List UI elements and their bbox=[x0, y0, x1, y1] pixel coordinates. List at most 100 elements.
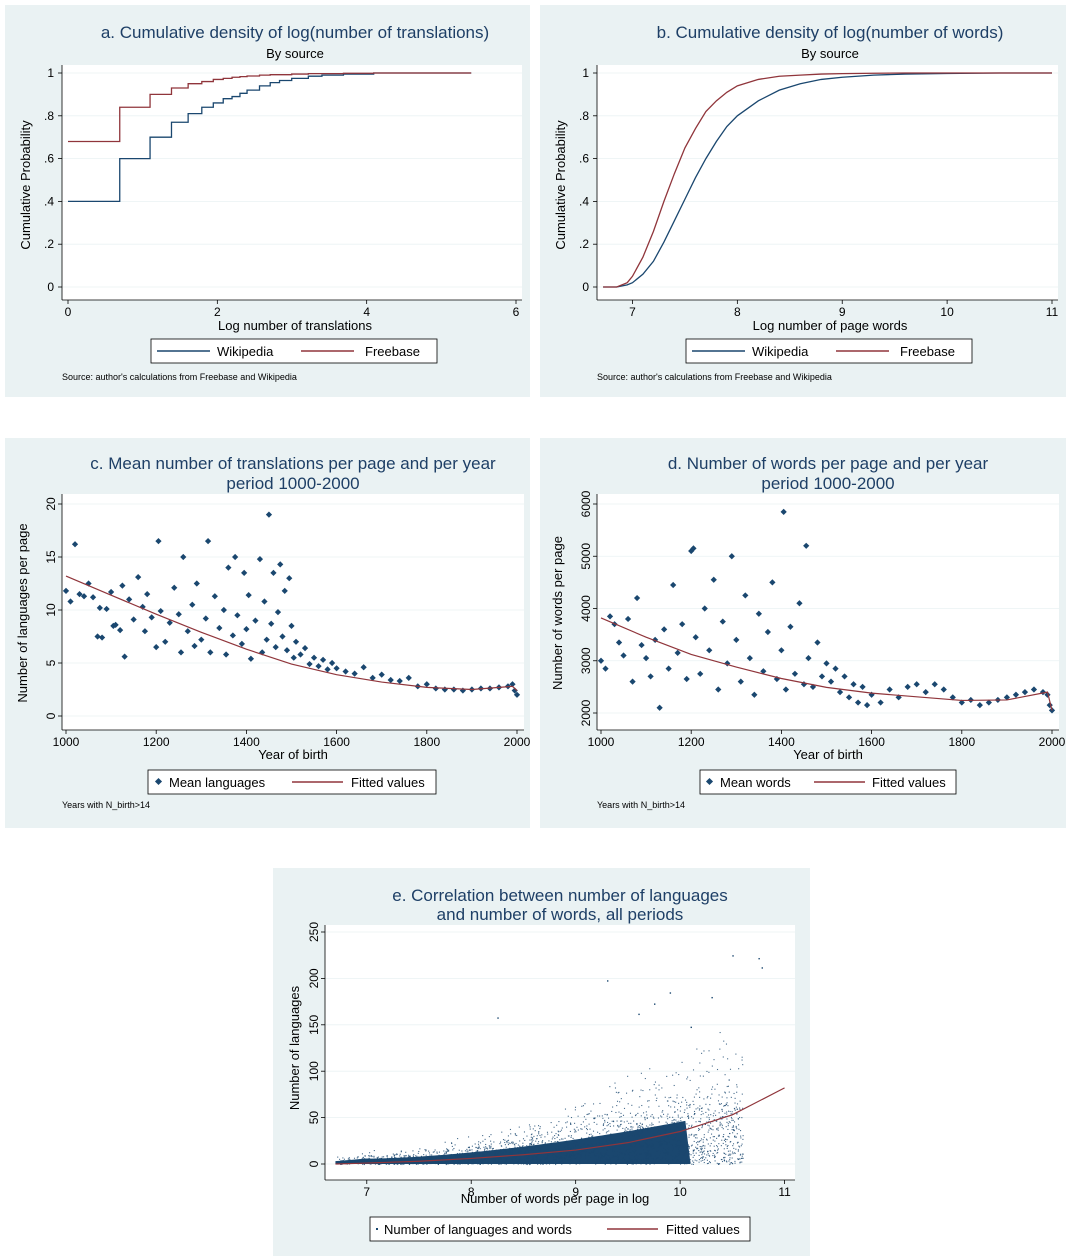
data-point bbox=[505, 1158, 507, 1160]
y-tick-label: .8 bbox=[44, 109, 54, 123]
data-point bbox=[664, 1143, 666, 1145]
data-point bbox=[645, 1139, 647, 1141]
data-point bbox=[546, 1163, 548, 1165]
data-point bbox=[560, 1156, 562, 1158]
data-point bbox=[440, 1160, 442, 1162]
data-point bbox=[570, 1123, 572, 1125]
data-point bbox=[631, 1135, 633, 1137]
data-point bbox=[653, 1084, 655, 1086]
data-point bbox=[646, 1143, 648, 1145]
data-point bbox=[621, 1158, 623, 1161]
data-point bbox=[388, 1157, 390, 1160]
data-point bbox=[698, 1154, 700, 1156]
data-point bbox=[738, 1158, 740, 1160]
data-point bbox=[493, 1141, 495, 1143]
data-point bbox=[626, 1092, 628, 1094]
data-point bbox=[558, 1134, 560, 1136]
data-point bbox=[651, 1114, 653, 1116]
data-point bbox=[497, 1150, 500, 1153]
data-point bbox=[549, 1161, 551, 1163]
data-point bbox=[621, 1153, 623, 1155]
data-point bbox=[609, 1125, 611, 1127]
data-point bbox=[514, 1160, 516, 1162]
data-point bbox=[718, 1094, 720, 1096]
data-point bbox=[364, 1159, 366, 1162]
data-point bbox=[528, 1124, 531, 1126]
data-point bbox=[531, 1145, 533, 1147]
data-point bbox=[684, 1099, 687, 1101]
data-point bbox=[533, 1135, 535, 1137]
data-point bbox=[647, 1100, 649, 1102]
data-point bbox=[630, 1144, 632, 1146]
legend-wikipedia-label-b: Wikipedia bbox=[752, 344, 809, 359]
data-point bbox=[594, 1149, 596, 1151]
data-point bbox=[676, 1160, 678, 1162]
data-point bbox=[528, 1158, 530, 1160]
data-point bbox=[555, 1156, 557, 1158]
data-point bbox=[509, 1156, 511, 1158]
data-point bbox=[544, 1162, 546, 1164]
data-point bbox=[603, 1156, 605, 1158]
data-point bbox=[436, 1151, 438, 1153]
x-tick-label: 1800 bbox=[948, 735, 975, 749]
data-point bbox=[670, 1096, 672, 1098]
data-point bbox=[349, 1158, 351, 1160]
data-point bbox=[400, 1157, 402, 1159]
data-point bbox=[727, 1085, 730, 1087]
data-point bbox=[696, 1134, 698, 1136]
data-point bbox=[642, 1140, 644, 1142]
data-point bbox=[547, 1149, 549, 1151]
data-point bbox=[712, 1136, 714, 1138]
outlier-point bbox=[761, 967, 763, 969]
note-d: Years with N_birth>14 bbox=[597, 800, 685, 810]
data-point bbox=[672, 1159, 674, 1161]
data-point bbox=[698, 1159, 700, 1161]
data-point bbox=[557, 1130, 559, 1132]
data-point bbox=[529, 1126, 531, 1128]
data-point bbox=[687, 1161, 689, 1163]
data-point bbox=[377, 1157, 379, 1159]
data-point bbox=[702, 1144, 704, 1147]
data-point bbox=[634, 1115, 637, 1117]
data-point bbox=[732, 1129, 735, 1131]
data-point bbox=[629, 1158, 631, 1160]
data-point bbox=[517, 1152, 519, 1154]
data-point bbox=[699, 1148, 702, 1150]
data-point bbox=[602, 1117, 604, 1119]
x-axis-label-d: Year of birth bbox=[793, 747, 863, 762]
data-point bbox=[595, 1161, 597, 1163]
data-point bbox=[641, 1159, 643, 1161]
data-point bbox=[418, 1150, 420, 1153]
data-point bbox=[626, 1130, 628, 1132]
data-point bbox=[689, 1159, 691, 1161]
data-point bbox=[740, 1153, 742, 1155]
data-point bbox=[568, 1150, 570, 1152]
data-point bbox=[434, 1158, 436, 1160]
data-point bbox=[719, 1048, 721, 1050]
data-point bbox=[522, 1145, 524, 1147]
data-point bbox=[521, 1146, 523, 1148]
data-point bbox=[728, 1153, 730, 1155]
data-point bbox=[381, 1160, 384, 1162]
data-point bbox=[374, 1163, 377, 1165]
data-point bbox=[540, 1147, 542, 1149]
data-point bbox=[449, 1162, 451, 1164]
data-point bbox=[419, 1148, 421, 1150]
data-point bbox=[632, 1150, 634, 1152]
data-point bbox=[575, 1139, 577, 1141]
data-point bbox=[425, 1154, 427, 1156]
data-point bbox=[572, 1137, 574, 1140]
data-point bbox=[635, 1163, 637, 1165]
data-point bbox=[637, 1112, 639, 1114]
fitted-line bbox=[335, 1087, 785, 1165]
data-point bbox=[688, 1136, 690, 1138]
data-point bbox=[619, 1162, 621, 1164]
data-point bbox=[497, 1153, 499, 1155]
data-point bbox=[632, 1126, 634, 1128]
data-point bbox=[477, 1147, 479, 1149]
data-point bbox=[496, 1154, 498, 1156]
data-point bbox=[657, 1157, 659, 1159]
data-point bbox=[694, 1137, 697, 1139]
data-point bbox=[368, 1155, 370, 1157]
